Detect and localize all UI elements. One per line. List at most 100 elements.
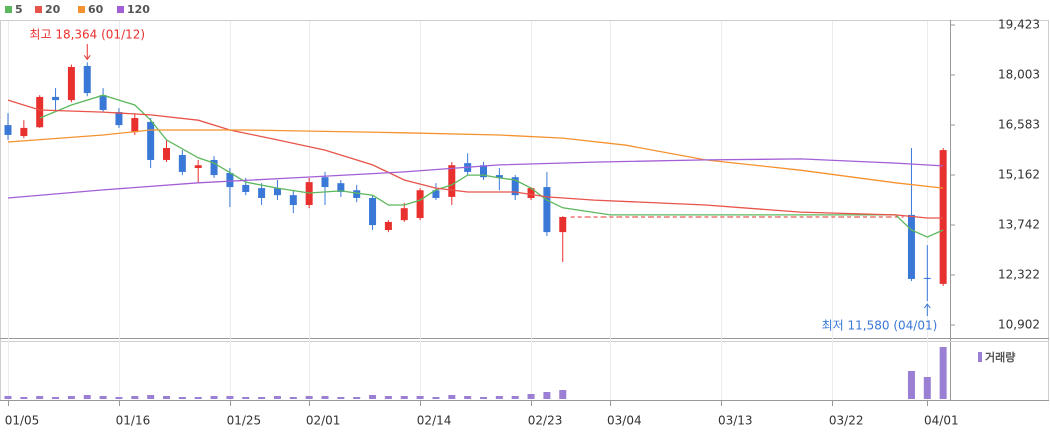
volume-bar <box>527 394 535 399</box>
candle-body <box>273 188 281 196</box>
candle-body <box>337 183 345 192</box>
x-tick-label: 03/13 <box>718 414 753 428</box>
candle-body <box>178 155 186 172</box>
volume-bar <box>289 397 297 399</box>
x-tick-label: 03/04 <box>607 414 642 428</box>
frame <box>0 20 1049 401</box>
y-tick-label: 19,423 <box>998 18 1040 32</box>
legend-label: 거래량 <box>985 350 1015 364</box>
volume-bar <box>52 397 60 399</box>
legend-swatch <box>5 6 12 13</box>
y-tick-label: 16,583 <box>998 117 1040 131</box>
legend-swatch <box>978 352 982 362</box>
candle-body <box>242 184 250 192</box>
candle-body <box>400 208 408 221</box>
candle-body <box>289 195 297 206</box>
candle-body <box>131 118 139 133</box>
volume-bar <box>67 396 75 399</box>
candle-body <box>511 177 519 196</box>
plot <box>4 62 947 399</box>
volume-bar <box>559 390 567 399</box>
candle-body <box>194 165 202 169</box>
y-tick-label: 15,162 <box>998 168 1040 182</box>
volume-bar <box>163 396 170 399</box>
volume-bar <box>20 397 28 399</box>
candle-body <box>99 95 107 110</box>
candle-body <box>384 221 392 231</box>
candle-body <box>115 112 123 126</box>
legend-label: 5 <box>15 3 23 16</box>
legend-swatch <box>35 6 42 13</box>
candle-body <box>907 214 915 279</box>
volume-bar <box>432 397 440 399</box>
volume-bar <box>337 397 345 399</box>
volume-bar <box>210 396 218 399</box>
candle-body <box>83 65 91 94</box>
x-tick-label: 01/16 <box>116 414 151 428</box>
y-tick-label: 10,902 <box>998 318 1040 332</box>
volume-bar <box>353 397 361 399</box>
candle-body <box>369 197 377 226</box>
x-tick-label: 02/23 <box>528 414 563 428</box>
candle-body <box>353 190 361 198</box>
volume-bar <box>464 396 472 399</box>
x-tick-label: 01/25 <box>227 414 262 428</box>
volume-bar <box>480 397 487 399</box>
volume-bar <box>115 397 123 399</box>
candle-body <box>559 216 567 233</box>
volume-bar <box>511 396 519 399</box>
annotation: 최저 11,580 (04/01) <box>822 319 938 333</box>
ma-line <box>7 158 944 199</box>
volume-bar <box>273 396 281 399</box>
candle-body <box>480 165 487 178</box>
volume-bar <box>321 396 329 399</box>
volume-bar <box>907 371 915 399</box>
candle-body <box>67 67 75 101</box>
volume-bar <box>36 396 44 399</box>
x-tick-label: 02/14 <box>417 414 452 428</box>
x-tick-label: 02/01 <box>306 414 341 428</box>
annotation-arrowhead <box>923 303 931 309</box>
legend-label: 60 <box>88 3 104 16</box>
x-tick-label: 01/05 <box>5 414 40 428</box>
volume-bar <box>400 396 408 399</box>
volume-bar <box>83 395 91 399</box>
volume-bar <box>178 397 186 399</box>
candle-body <box>4 125 12 135</box>
candle-body <box>432 190 440 198</box>
legend-swatch <box>117 6 124 13</box>
volume-bar <box>147 395 155 399</box>
legend-swatch <box>78 6 85 13</box>
candle-body <box>226 172 234 188</box>
volume-bar <box>543 392 551 399</box>
volume-bar <box>131 396 139 399</box>
x-tick-label: 04/01 <box>924 414 959 428</box>
candle-body <box>321 177 329 188</box>
volume-bar <box>194 397 202 399</box>
volume-bar <box>226 396 234 399</box>
volume-bar <box>923 377 931 399</box>
volume-bar <box>369 395 377 399</box>
candle-body <box>258 188 266 198</box>
y-tick-label: 13,742 <box>998 218 1040 232</box>
y-tick-label: 12,322 <box>998 268 1040 282</box>
candle-body <box>36 96 44 128</box>
volume-bar <box>416 396 424 399</box>
candle-body <box>163 147 170 160</box>
candle-body <box>495 175 503 178</box>
x-tick-label: 03/22 <box>829 414 864 428</box>
ma-line <box>7 99 944 219</box>
volume-bar <box>4 396 12 399</box>
annotation-arrowhead <box>83 54 91 61</box>
legend-label: 20 <box>45 3 61 16</box>
candle-body <box>543 187 551 233</box>
volume-bar <box>99 396 107 399</box>
candle-body <box>923 277 931 279</box>
candle-body <box>448 165 456 197</box>
candle-body <box>939 150 947 284</box>
volume-bar <box>384 396 392 399</box>
annotation: 최고 18,364 (01/12) <box>29 28 145 42</box>
y-tick-label: 18,003 <box>998 67 1040 81</box>
ma-line <box>7 129 944 189</box>
